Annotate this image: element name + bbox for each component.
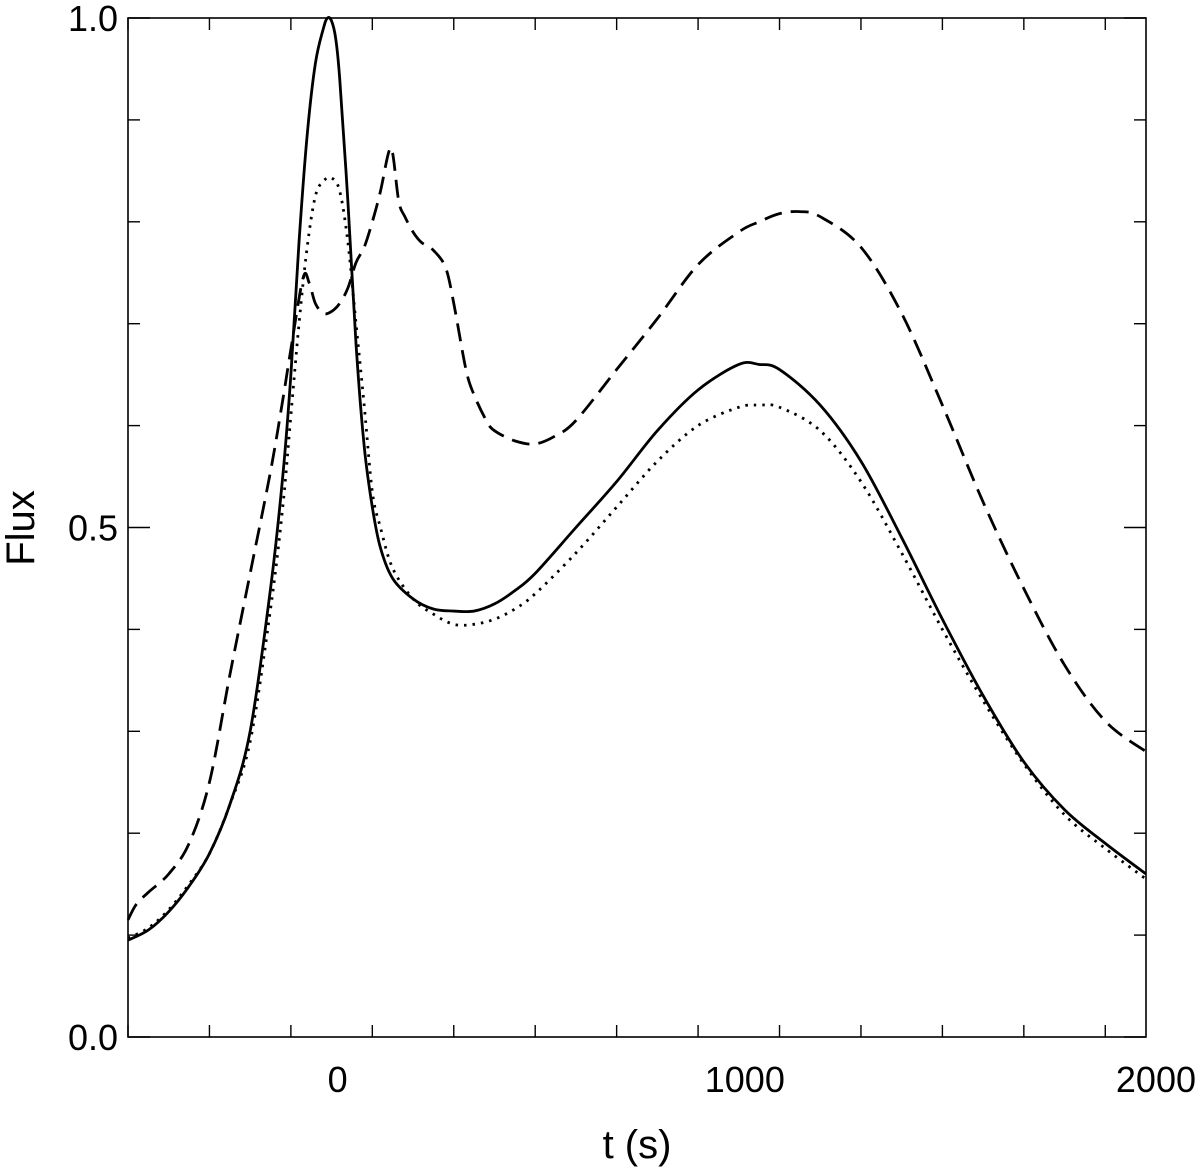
axis-ticks [127, 17, 1146, 1038]
y-axis-title: Flux [0, 490, 43, 566]
x-tick-label: 1000 [705, 1059, 785, 1100]
series-line-dashed [126, 146, 1147, 921]
series-line-solid [127, 16, 1147, 942]
x-tick-label: 2000 [1116, 1059, 1196, 1100]
axis-tick-labels: 0 1000 2000 0.0 0.5 1.0 [68, 0, 1196, 1100]
series-line-dotted [127, 175, 1147, 940]
series-group [126, 16, 1147, 942]
x-axis-title: t (s) [603, 1123, 672, 1167]
y-tick-label: 0.5 [68, 508, 118, 549]
y-tick-label: 0.0 [68, 1017, 118, 1058]
x-tick-label: 0 [328, 1059, 348, 1100]
y-tick-label: 1.0 [68, 0, 118, 39]
